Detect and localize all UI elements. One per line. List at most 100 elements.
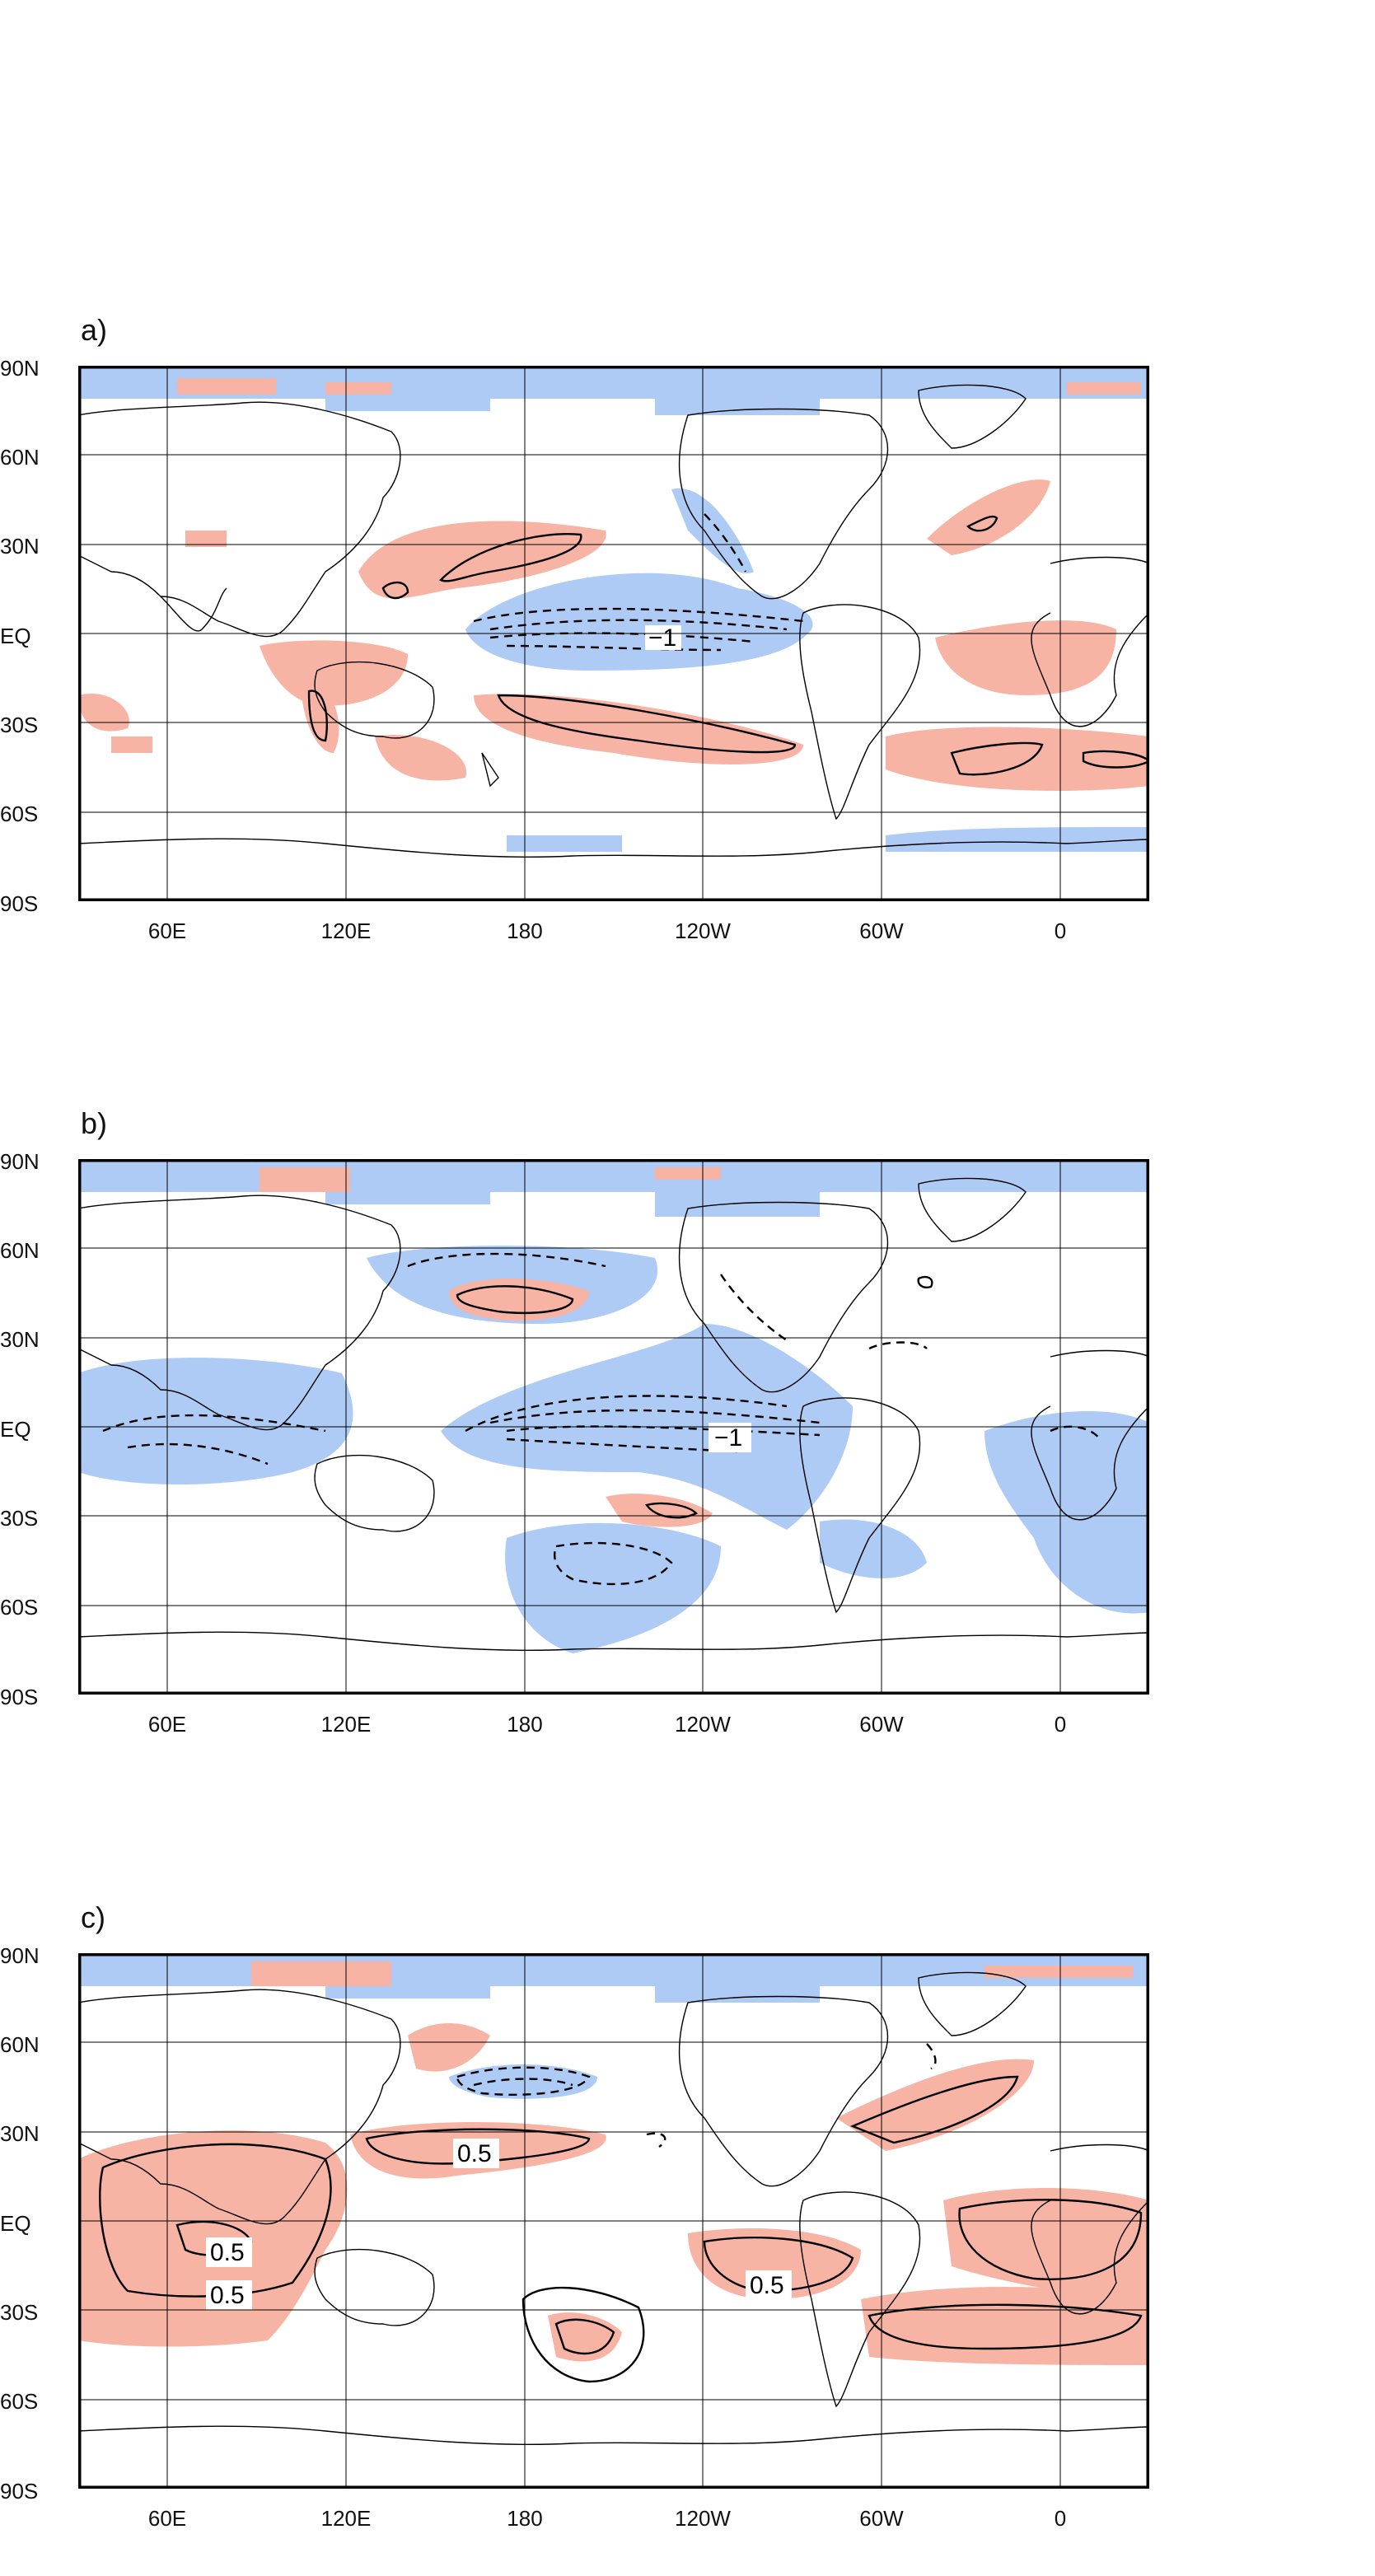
australia-coast — [314, 2248, 435, 2326]
greenland-coast — [918, 384, 1027, 449]
lat-label-60n: 60N — [0, 1238, 40, 1263]
lat-label-30n: 30N — [0, 534, 40, 559]
contours — [456, 1275, 933, 1519]
contour-positive-epac — [703, 2237, 854, 2293]
africa-coast — [1031, 1349, 1149, 1521]
lat-label-60s: 60S — [0, 1595, 39, 1620]
map-c-svg: 0.5 0.5 0.5 0.5 — [78, 1953, 1149, 2489]
lon-label-120e: 120E — [320, 1712, 372, 1737]
contour-negative-4 — [506, 1438, 738, 1453]
lon-label-60e: 60E — [147, 919, 187, 943]
lon-label-180: 180 — [507, 1712, 543, 1737]
lon-label-120e: 120E — [320, 2506, 372, 2531]
contour-positive-npac — [438, 533, 582, 582]
lat-label-30n: 30N — [0, 2121, 40, 2146]
lon-label-60e: 60E — [147, 2506, 187, 2531]
lat-label-eq: EQ — [0, 2211, 31, 2236]
contour-positive-wpac — [381, 581, 409, 600]
sam-negative-shading — [820, 1519, 927, 1578]
contour-label-bg-a — [645, 625, 681, 650]
panel-a: a) — [0, 313, 1375, 989]
contour-label-a: −1 — [648, 624, 676, 652]
contour-label-b: −1 — [714, 1424, 742, 1452]
antarctica-coast — [78, 838, 1149, 858]
australia-coast — [314, 661, 435, 739]
grid — [78, 1159, 1149, 1695]
eurasia-coast — [78, 1194, 401, 1431]
contour-label-c1: 0.5 — [457, 2140, 492, 2167]
contour-label-c3: 0.5 — [210, 2239, 245, 2266]
s-atlantic-positive-shading — [886, 727, 1149, 791]
lon-label-60e: 60E — [147, 1712, 187, 1737]
arctic-positive-shading — [251, 1961, 1133, 1986]
greenland-coast — [918, 1177, 1027, 1242]
panel-b: b) — [0, 1106, 1375, 1782]
contour-negative-5 — [102, 1414, 326, 1433]
contour-negative-3 — [506, 1425, 821, 1437]
map-a: −1 — [78, 366, 1149, 901]
coastlines — [78, 1177, 1149, 1652]
lat-label-30n: 30N — [0, 1327, 40, 1352]
contour-label-c2: 0.5 — [210, 2282, 245, 2309]
arctic-positive-shading — [177, 378, 1141, 395]
lat-label-60s: 60S — [0, 2389, 39, 2414]
map-a-svg: −1 — [78, 366, 1149, 901]
north-america-coast — [678, 408, 889, 600]
lon-label-120w: 120W — [675, 2506, 731, 2531]
nw-pacific-positive-shading — [358, 521, 606, 599]
indian-positive-shading — [78, 531, 227, 753]
india-coast — [160, 587, 227, 632]
natl-positive-shading — [836, 2059, 1034, 2151]
contour-negative-11 — [1050, 1425, 1101, 1440]
south-america-coast — [799, 604, 921, 820]
lat-label-30s: 30S — [0, 1506, 39, 1531]
contour-label-bg-c3 — [206, 2237, 252, 2267]
lat-label-60n: 60N — [0, 2032, 40, 2057]
lon-label-60w: 60W — [859, 2506, 904, 2531]
npac-negative-shading — [449, 2064, 597, 2099]
contour-label-c4: 0.5 — [750, 2272, 784, 2299]
africa-coast — [1031, 2144, 1149, 2315]
contour-negative-1 — [465, 1395, 788, 1433]
lat-label-30s: 30S — [0, 713, 39, 737]
map-border — [78, 366, 1149, 901]
lat-label-60s: 60S — [0, 802, 39, 826]
panel-label-c: c) — [81, 1900, 105, 1934]
coastlines — [78, 384, 1149, 858]
panel-c: c) — [0, 1900, 1375, 2576]
lat-label-90n: 90N — [0, 1149, 40, 1174]
contour-positive-indian — [99, 2143, 332, 2298]
lat-label-90n: 90N — [0, 1943, 40, 1968]
indian-negative-shading — [78, 1358, 353, 1484]
map-c: 0.5 0.5 0.5 0.5 — [78, 1953, 1149, 2489]
north-america-coast — [678, 1201, 889, 1393]
satl-negative-shading — [984, 1411, 1149, 1614]
lon-label-120w: 120W — [675, 919, 731, 943]
lat-label-90s: 90S — [0, 1685, 39, 1709]
contour-positive-natl — [849, 2075, 1019, 2144]
grid — [78, 1953, 1149, 2489]
contour-positive-natl — [966, 515, 999, 532]
antarctica-coast — [78, 1631, 1149, 1652]
arctic-negative-shading — [78, 1159, 1149, 1217]
panel-label-b: b) — [81, 1106, 108, 1140]
contour-label-bg-c1 — [453, 2139, 499, 2168]
ne-pacific-negative-shading — [671, 488, 754, 573]
panel-label-a: a) — [81, 313, 108, 347]
eurasia-coast — [78, 401, 401, 638]
lat-label-90s: 90S — [0, 891, 39, 916]
contour-negative-4 — [926, 2043, 937, 2070]
lon-label-60w: 60W — [859, 1712, 904, 1737]
lat-label-30s: 30S — [0, 2300, 39, 2325]
contour-positive-satl — [868, 2303, 1143, 2350]
lat-label-eq: EQ — [0, 1417, 31, 1442]
north-america-coast — [678, 1995, 889, 2187]
africa-coast — [1031, 556, 1149, 727]
antarctic-shading — [507, 827, 1149, 852]
map-b-svg: −1 — [78, 1159, 1149, 1695]
contour-negative-5 — [704, 513, 747, 573]
contour-positive-aus — [307, 690, 328, 742]
sw-pacific-positive-shading — [474, 694, 803, 764]
lon-label-60w: 60W — [859, 919, 904, 943]
contours — [99, 2075, 1143, 2383]
